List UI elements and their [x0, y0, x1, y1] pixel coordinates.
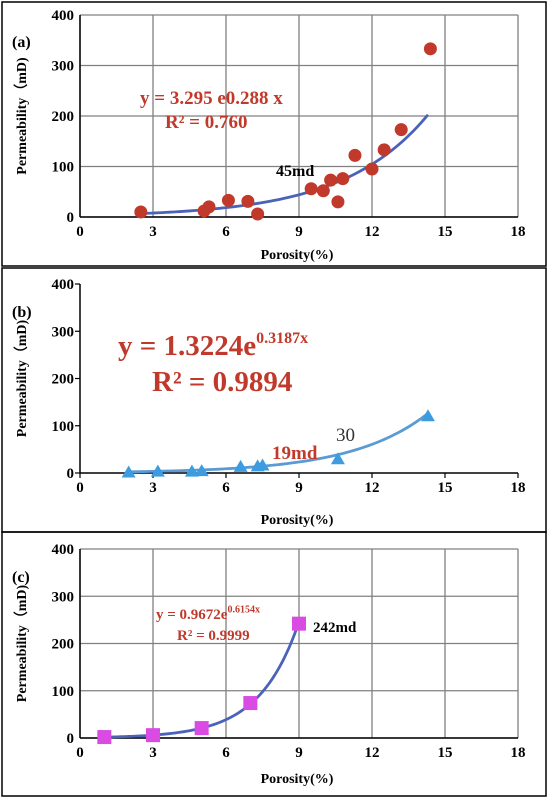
data-point: [97, 730, 112, 745]
data-point: [221, 193, 235, 207]
y-tick-label: 200: [52, 637, 75, 653]
y-tick-label: 0: [67, 210, 75, 226]
y-axis-label: Permeability（mD): [14, 584, 30, 702]
x-tick-label: 0: [76, 745, 84, 761]
data-point: [423, 42, 437, 56]
panel-label: (c): [12, 569, 30, 586]
x-tick-label: 18: [511, 224, 526, 240]
y-tick-label: 400: [52, 277, 75, 293]
panel-label: (b): [12, 304, 32, 321]
x-tick-label: 12: [365, 224, 380, 240]
y-tick-label: 400: [52, 542, 75, 558]
x-tick-label: 18: [511, 480, 526, 496]
data-point: [251, 207, 265, 221]
data-point: [365, 162, 379, 176]
data-point: [304, 182, 318, 196]
data-point: [324, 173, 338, 187]
data-point: [348, 148, 362, 162]
y-tick-label: 0: [67, 731, 75, 747]
y-tick-label: 400: [52, 8, 75, 24]
y-tick-label: 300: [52, 59, 75, 75]
x-axis-label: Porosity(%): [261, 248, 334, 263]
x-tick-label: 0: [76, 480, 84, 496]
data-point: [202, 200, 216, 214]
data-point: [194, 464, 209, 477]
panel-a: 0 3 6 9 12 15 18 0 100 200 300 400 Porosity(%) Permea…: [1, 1, 547, 267]
data-point: [121, 465, 136, 478]
r-squared: R² = 0.9999: [177, 628, 250, 644]
x-tick-label: 12: [365, 745, 380, 761]
x-tick-label: 6: [222, 745, 230, 761]
r-squared: R² = 0.760: [165, 112, 248, 133]
x-tick-label: 15: [438, 480, 453, 496]
trendline: [140, 113, 430, 215]
y-tick-label: 100: [52, 684, 75, 700]
y-tick-label: 100: [52, 160, 75, 176]
trend-equation-exponent: 0.3187x: [256, 330, 308, 347]
x-tick-label: 12: [365, 480, 380, 496]
x-tick-label: 9: [295, 224, 303, 240]
x-tick-label: 6: [222, 480, 230, 496]
y-axis-label: Permeability（mD): [14, 57, 30, 175]
grid: [79, 548, 519, 739]
data-point: [184, 464, 199, 477]
data-point: [233, 459, 248, 472]
data-point: [255, 458, 270, 471]
x-tick-label: 3: [149, 745, 157, 761]
grid: [79, 14, 519, 218]
y-tick-label: 200: [52, 372, 75, 388]
x-axis-label: Porosity(%): [261, 772, 334, 787]
data-point: [377, 143, 391, 157]
data-point: [194, 721, 209, 736]
trend-equation: y = 3.295 e0.288 x: [140, 88, 283, 109]
trendline: [128, 412, 429, 474]
trend-equation: y = 1.3224e0.3187x: [118, 330, 308, 362]
x-tick-label: 0: [76, 224, 84, 240]
trend-equation-exponent: 0.6154x: [227, 605, 260, 616]
x-tick-label: 18: [511, 745, 526, 761]
data-point: [292, 616, 306, 631]
threshold-annotation: 45md: [276, 163, 314, 180]
data-point: [241, 194, 255, 208]
data-point: [394, 123, 408, 137]
data-point: [134, 205, 148, 219]
data-points: [121, 409, 435, 478]
data-point: [243, 696, 258, 711]
r-squared: R² = 0.9894: [152, 366, 292, 398]
data-point: [420, 409, 435, 422]
x-tick-label: 6: [222, 224, 230, 240]
panel-border: [1, 1, 547, 267]
x-tick-label: 3: [149, 480, 157, 496]
trend-equation: y = 0.9672e0.6154x: [156, 605, 260, 623]
x-tick-label: 15: [438, 745, 453, 761]
y-tick-label: 300: [52, 324, 75, 340]
data-point: [150, 464, 165, 477]
panel-border: [1, 531, 547, 797]
x-tick-label: 9: [295, 480, 303, 496]
y-axis-label: Permeability（mD): [14, 319, 30, 437]
x-tick-label: 15: [438, 224, 453, 240]
data-point: [336, 172, 350, 186]
y-tick-label: 0: [67, 466, 75, 482]
threshold-annotation: 242md: [313, 620, 357, 636]
data-points: [134, 42, 437, 221]
panel-label: (a): [12, 34, 31, 51]
y-tick-label: 200: [52, 109, 75, 125]
data-point: [316, 184, 330, 198]
data-point: [331, 195, 345, 209]
point-annotation: 30: [336, 425, 355, 446]
panel-c: 0 3 6 9 12 15 18 0 100 200 300 400 Porosity(%) Permea…: [1, 531, 547, 797]
data-points: [97, 616, 306, 745]
y-tick-label: 100: [52, 419, 75, 435]
x-tick-label: 9: [295, 745, 303, 761]
x-axis-label: Porosity(%): [261, 513, 334, 528]
x-tick-label: 3: [149, 224, 157, 240]
panel-b: 0 3 6 9 12 15 18 0 100 200 300 400 Porosity(%) Permea…: [1, 267, 547, 533]
threshold-annotation: 19md: [272, 443, 318, 464]
data-point: [146, 728, 160, 743]
data-point: [330, 452, 345, 465]
y-tick-label: 300: [52, 589, 75, 605]
